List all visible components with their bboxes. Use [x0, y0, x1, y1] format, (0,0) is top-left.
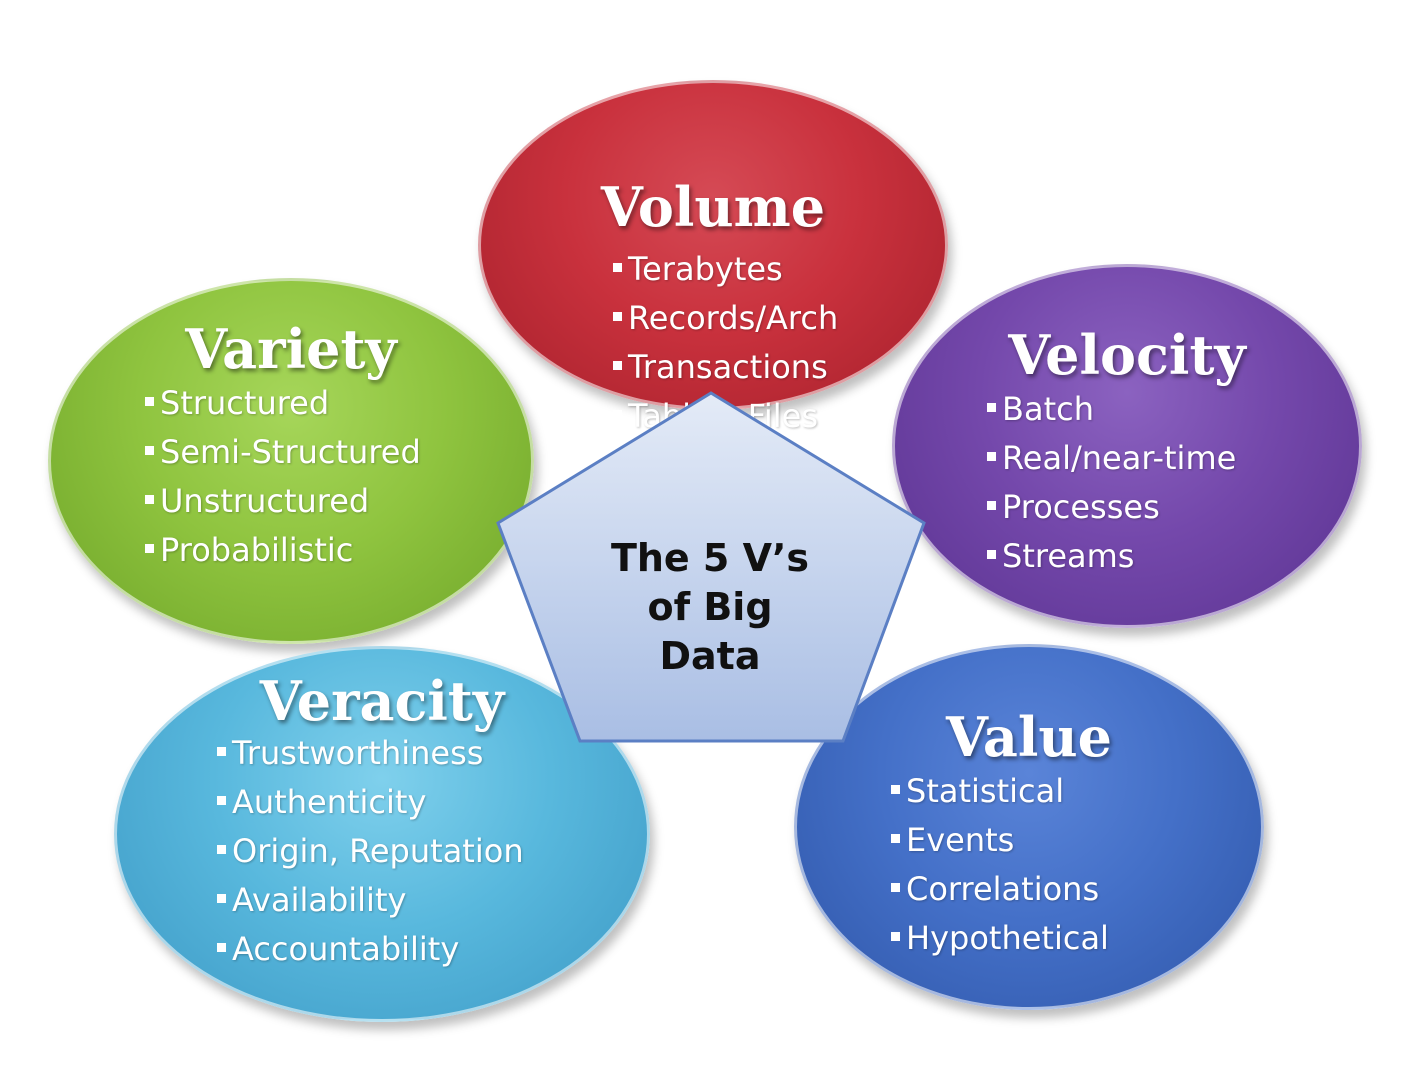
bullet-icon — [891, 785, 900, 794]
list-item: Statistical — [891, 767, 1109, 816]
center-label-line: Data — [659, 634, 761, 678]
volume-title: Volume — [600, 175, 826, 239]
list-item: Availability — [217, 876, 524, 925]
bullet-icon — [217, 747, 226, 756]
list-item: Batch — [987, 385, 1236, 434]
bullet-icon — [613, 312, 622, 321]
list-item: Origin, Reputation — [217, 827, 524, 876]
list-item: Real/near-time — [987, 434, 1236, 483]
bullet-icon — [217, 894, 226, 903]
list-item: Streams — [987, 532, 1236, 581]
bullet-icon — [145, 495, 154, 504]
bullet-icon — [145, 544, 154, 553]
list-item: Terabytes — [613, 245, 838, 294]
list-item: Probabilistic — [145, 526, 421, 575]
bullet-icon — [217, 845, 226, 854]
bullet-icon — [987, 501, 996, 510]
list-item: Records/Arch — [613, 294, 838, 343]
list-item: Authenticity — [217, 778, 524, 827]
bullet-icon — [613, 361, 622, 370]
bullet-icon — [891, 883, 900, 892]
bullet-icon — [891, 834, 900, 843]
list-item: Events — [891, 816, 1109, 865]
bullet-icon — [891, 932, 900, 941]
volume-node: Volume Terabytes Records/Arch Transactio… — [478, 80, 948, 435]
bullet-icon — [613, 263, 622, 272]
list-item: Correlations — [891, 865, 1109, 914]
bullet-icon — [613, 410, 622, 419]
list-item: Accountability — [217, 925, 524, 974]
veracity-title: Veracity — [259, 669, 505, 733]
list-item: Hypothetical — [891, 914, 1109, 963]
list-item: Semi-Structured — [145, 428, 421, 477]
variety-list: Structured Semi-Structured Unstructured … — [145, 379, 421, 575]
veracity-list: Trustworthiness Authenticity Origin, Rep… — [217, 729, 524, 974]
volume-list: Terabytes Records/Arch Transactions Tabl… — [613, 245, 838, 441]
bullet-icon — [217, 943, 226, 952]
list-item: Unstructured — [145, 477, 421, 526]
value-title: Value — [945, 705, 1113, 769]
bullet-icon — [145, 446, 154, 455]
center-label-line: The 5 V’s — [610, 536, 810, 580]
list-item: Processes — [987, 483, 1236, 532]
velocity-title: Velocity — [1008, 323, 1246, 387]
value-list: Statistical Events Correlations Hypothet… — [891, 767, 1109, 963]
center-label: The 5 V’s of Big Data — [560, 534, 860, 681]
veracity-node: Veracity Trustworthiness Authenticity Or… — [114, 646, 650, 1022]
velocity-node: Velocity Batch Real/near-time Processes … — [892, 264, 1362, 628]
bullet-icon — [987, 403, 996, 412]
bullet-icon — [987, 452, 996, 461]
list-item: Structured — [145, 379, 421, 428]
variety-node: Variety Structured Semi-Structured Unstr… — [48, 278, 534, 644]
variety-title: Variety — [185, 317, 397, 381]
velocity-list: Batch Real/near-time Processes Streams — [987, 385, 1236, 581]
center-label-line: of Big — [647, 585, 773, 629]
value-node: Value Statistical Events Correlations Hy… — [794, 644, 1264, 1010]
bullet-icon — [145, 397, 154, 406]
list-item: Trustworthiness — [217, 729, 524, 778]
list-item: Tables, Files — [613, 392, 838, 441]
list-item: Transactions — [613, 343, 838, 392]
bullet-icon — [217, 796, 226, 805]
bullet-icon — [987, 550, 996, 559]
